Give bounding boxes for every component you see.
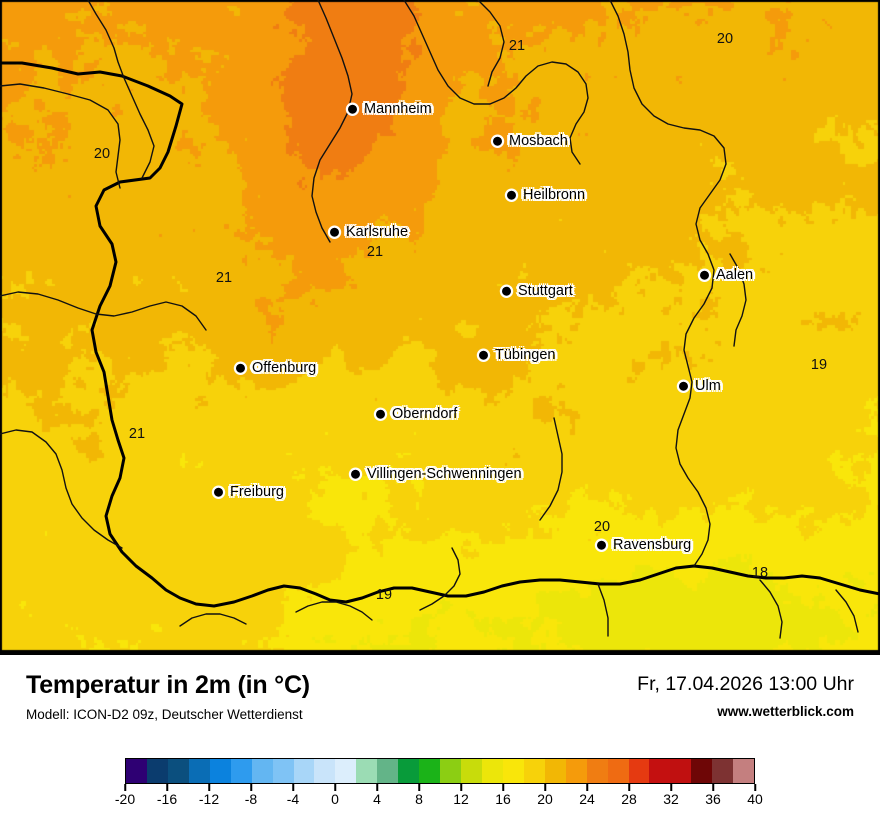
colorbar-tick-label: 24 [579, 791, 595, 807]
colorbar-tick-labels: -20 -16 -12 -8 -4 0 4 8 12 16 20 24 28 32 36 40 [115, 791, 763, 813]
colorbar: -20 -16 -12 -8 -4 0 4 8 12 16 20 24 28 32 36 40 [0, 755, 880, 825]
colorbar-swatch [335, 759, 357, 783]
colorbar-tick [502, 784, 504, 791]
colorbar-tick-label: -16 [156, 791, 178, 807]
colorbar-swatch [461, 759, 482, 783]
colorbar-swatch [398, 759, 420, 783]
site-url-label: www.wetterblick.com [717, 704, 854, 720]
colorbar-tick [334, 784, 336, 791]
colorbar-tick [670, 784, 672, 791]
colorbar-tick [628, 784, 630, 791]
colorbar-swatches [125, 758, 755, 784]
colorbar-tick [166, 784, 168, 791]
colorbar-swatch [251, 759, 273, 783]
colorbar-tick-label: 36 [705, 791, 721, 807]
colorbar-tick-label: -8 [244, 791, 258, 807]
colorbar-tick [250, 784, 252, 791]
colorbar-tick [754, 784, 756, 791]
state-border-path [0, 61, 880, 608]
temperature-field-canvas [0, 0, 880, 652]
title-block: Temperatur in 2m (in °C) Modell: ICON-D2… [26, 671, 310, 722]
colorbar-swatch [356, 759, 378, 783]
map-panel[interactable]: Mannheim Mosbach Heilbronn Karlsruhe Stuttga… [0, 0, 880, 655]
colorbar-tick-label: -4 [286, 791, 300, 807]
colorbar-swatch [544, 759, 566, 783]
colorbar-swatch [670, 759, 692, 783]
colorbar-swatch [419, 759, 441, 783]
colorbar-swatch [712, 759, 734, 783]
colorbar-tick [292, 784, 294, 791]
colorbar-swatch [649, 759, 671, 783]
colorbar-tick [418, 784, 420, 791]
colorbar-tick-label: -20 [114, 791, 136, 807]
borders-layer [0, 0, 880, 639]
colorbar-tick [586, 784, 588, 791]
colorbar-tick-label: -12 [198, 791, 220, 807]
colorbar-swatch [188, 759, 210, 783]
colorbar-tick [712, 784, 714, 791]
colorbar-tick-label: 20 [537, 791, 553, 807]
colorbar-swatch [523, 759, 545, 783]
colorbar-tick-label: 8 [415, 791, 423, 807]
colorbar-tick-label: 0 [331, 791, 339, 807]
colorbar-swatch [565, 759, 587, 783]
colorbar-swatch [628, 759, 650, 783]
colorbar-swatch [272, 759, 294, 783]
footer-panel: Temperatur in 2m (in °C) Modell: ICON-D2… [0, 655, 880, 830]
colorbar-swatch [209, 759, 231, 783]
colorbar-swatch [293, 759, 315, 783]
colorbar-swatch [377, 759, 399, 783]
meta-block: Fr, 17.04.2026 13:00 Uhr www.wetterblick… [637, 673, 854, 720]
colorbar-swatch [481, 759, 503, 783]
colorbar-swatch [607, 759, 629, 783]
colorbar-swatch [230, 759, 252, 783]
colorbar-tick-label: 4 [373, 791, 381, 807]
page-title: Temperatur in 2m (in °C) [26, 671, 310, 699]
colorbar-tick [544, 784, 546, 791]
colorbar-swatch [586, 759, 608, 783]
colorbar-tick-label: 32 [663, 791, 679, 807]
colorbar-tick-label: 12 [453, 791, 469, 807]
colorbar-tick [124, 784, 126, 791]
district-border-path [0, 0, 859, 639]
model-subtitle: Modell: ICON-D2 09z, Deutscher Wetterdie… [26, 706, 303, 722]
colorbar-swatch [691, 759, 713, 783]
valid-time-label: Fr, 17.04.2026 13:00 Uhr [637, 673, 854, 695]
colorbar-swatch [314, 759, 336, 783]
colorbar-swatch [167, 759, 189, 783]
colorbar-tick-label: 40 [747, 791, 763, 807]
colorbar-tick [460, 784, 462, 791]
colorbar-swatch [146, 759, 168, 783]
colorbar-swatch [502, 759, 524, 783]
colorbar-ticks [124, 784, 756, 791]
colorbar-swatch [733, 759, 755, 783]
colorbar-swatch [440, 759, 461, 783]
colorbar-swatch [126, 759, 147, 783]
colorbar-tick-label: 28 [621, 791, 637, 807]
colorbar-tick [376, 784, 378, 791]
colorbar-tick-label: 16 [495, 791, 511, 807]
colorbar-tick [208, 784, 210, 791]
